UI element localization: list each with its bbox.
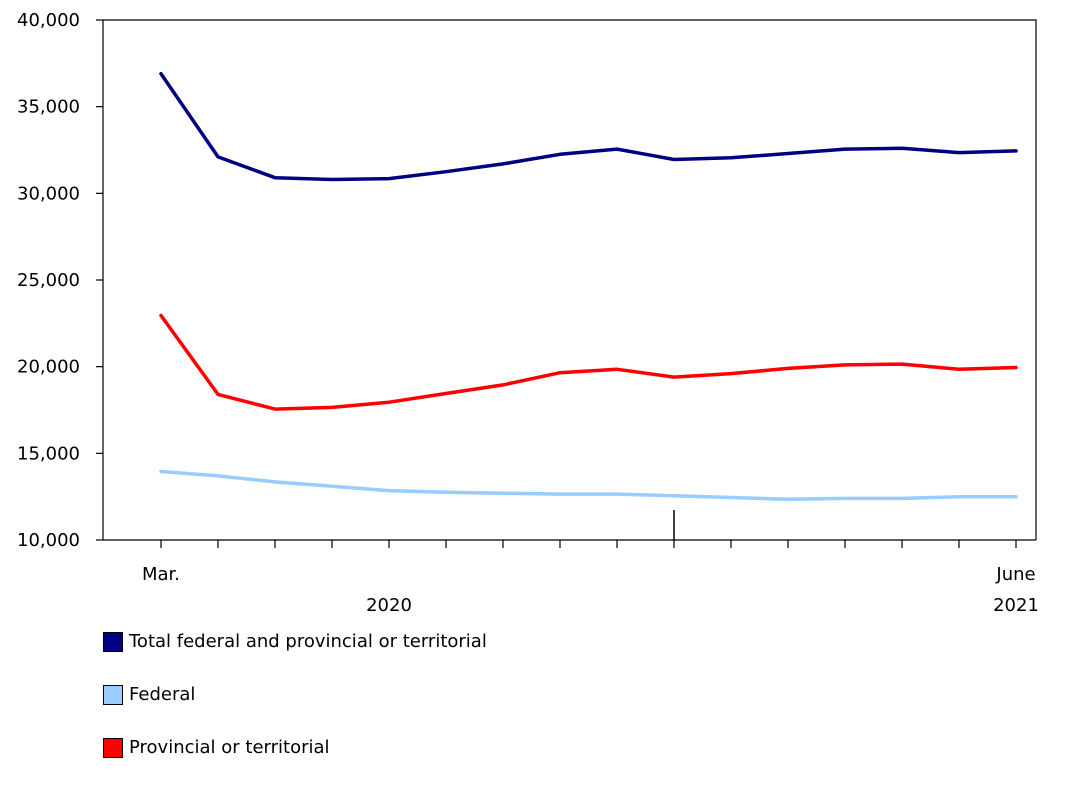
y-tick-label: 25,000 bbox=[17, 270, 80, 291]
x-tick-label: Mar. bbox=[142, 564, 180, 585]
series-line-2 bbox=[159, 469, 1018, 502]
legend-item: Federal bbox=[103, 681, 487, 708]
series-lines bbox=[159, 71, 1018, 502]
legend-label: Federal bbox=[129, 684, 196, 705]
series-line-1 bbox=[159, 71, 1018, 182]
y-tick-label: 35,000 bbox=[17, 97, 80, 118]
y-tick-label: 15,000 bbox=[17, 443, 80, 464]
axes: 10,000 15,000 20,000 25,000 30,000 35,000 40,0… bbox=[17, 10, 1039, 616]
legend-item: Total federal and provincial or territor… bbox=[103, 628, 487, 655]
x-tick-label: June bbox=[995, 564, 1035, 585]
series-line-3 bbox=[159, 313, 1018, 411]
legend-label: Total federal and provincial or territor… bbox=[129, 631, 487, 652]
year-label: 2021 bbox=[993, 595, 1039, 616]
legend-swatch bbox=[103, 737, 123, 758]
y-tick-label: 20,000 bbox=[17, 357, 80, 378]
legend: Total federal and provincial or territor… bbox=[103, 628, 487, 787]
legend-swatch bbox=[103, 684, 123, 705]
y-tick-label: 30,000 bbox=[17, 183, 80, 204]
y-tick-label: 10,000 bbox=[17, 530, 80, 551]
legend-swatch bbox=[103, 631, 123, 652]
legend-label: Provincial or territorial bbox=[129, 737, 330, 758]
legend-item: Provincial or territorial bbox=[103, 734, 487, 761]
year-label: 2020 bbox=[366, 595, 412, 616]
plot-frame bbox=[102, 19, 1037, 540]
line-chart: 10,000 15,000 20,000 25,000 30,000 35,000 40,0… bbox=[17, 10, 1039, 616]
y-tick-label: 40,000 bbox=[17, 10, 80, 31]
